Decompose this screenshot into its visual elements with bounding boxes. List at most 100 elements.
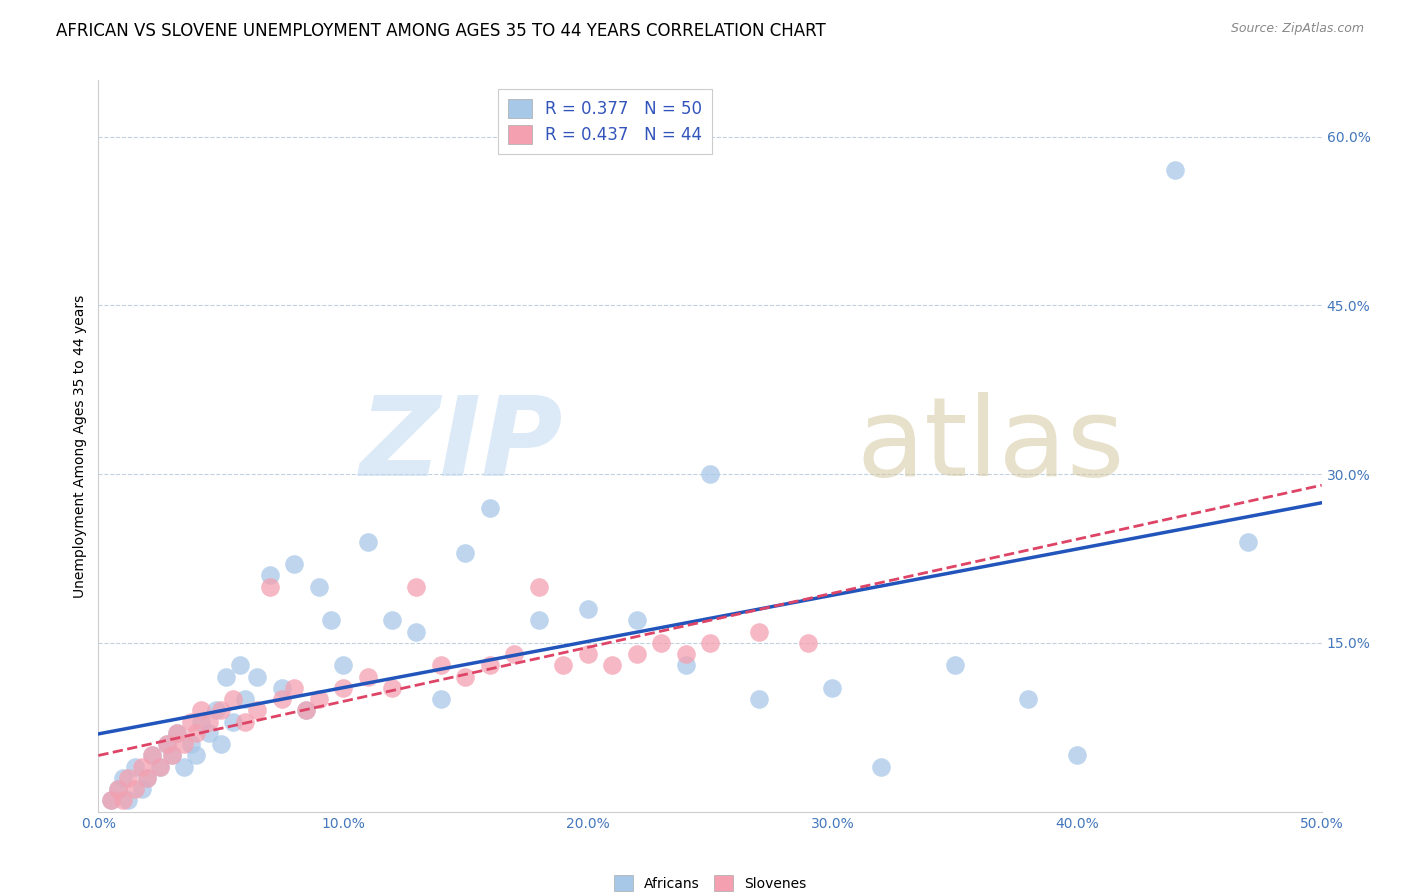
Point (124, 782, 146, 797)
Point (576, 647, 599, 661)
Point (160, 748, 183, 763)
Point (430, 658, 453, 673)
Point (650, 636, 672, 650)
Point (405, 580, 427, 594)
Point (173, 737, 195, 751)
Text: atlas: atlas (856, 392, 1125, 500)
Point (141, 748, 163, 763)
Point (186, 748, 208, 763)
Point (675, 658, 697, 673)
Point (295, 703, 318, 717)
Point (149, 760, 172, 774)
Point (131, 760, 153, 774)
Text: AFRICAN VS SLOVENE UNEMPLOYMENT AMONG AGES 35 TO 44 YEARS CORRELATION CHART: AFRICAN VS SLOVENE UNEMPLOYMENT AMONG AG… (56, 22, 825, 40)
Point (283, 557, 305, 571)
Point (205, 703, 228, 717)
Point (1017, 692, 1039, 706)
Point (1164, 163, 1187, 178)
Point (308, 580, 330, 594)
Point (527, 614, 550, 628)
Point (136, 771, 159, 785)
Point (117, 793, 139, 807)
Point (356, 670, 378, 684)
Point (270, 692, 294, 706)
Point (197, 714, 219, 729)
Point (748, 624, 770, 639)
Point (246, 670, 269, 684)
Point (160, 748, 183, 763)
Point (180, 714, 202, 729)
Point (166, 726, 188, 740)
Legend: Africans, Slovenes: Africans, Slovenes (607, 870, 813, 892)
Point (190, 703, 212, 717)
Point (209, 737, 232, 751)
Point (675, 647, 697, 661)
Point (356, 534, 378, 549)
Point (111, 771, 134, 785)
Point (180, 737, 202, 751)
Point (233, 692, 256, 706)
Point (270, 681, 294, 695)
Point (478, 500, 501, 515)
Point (107, 782, 129, 797)
Point (186, 726, 208, 740)
Y-axis label: Unemployment Among Ages 35 to 44 years: Unemployment Among Ages 35 to 44 years (73, 294, 87, 598)
Point (821, 681, 844, 695)
Point (478, 658, 501, 673)
Point (308, 692, 330, 706)
Point (699, 467, 721, 482)
Point (295, 703, 318, 717)
Point (1066, 748, 1088, 763)
Point (319, 614, 342, 628)
Point (870, 760, 893, 774)
Point (600, 658, 623, 673)
Point (209, 703, 232, 717)
Point (259, 568, 281, 582)
Point (943, 658, 966, 673)
Point (576, 602, 599, 616)
Point (156, 737, 179, 751)
Point (100, 793, 122, 807)
Point (222, 692, 245, 706)
Point (626, 614, 648, 628)
Point (405, 624, 427, 639)
Point (283, 681, 305, 695)
Text: Source: ZipAtlas.com: Source: ZipAtlas.com (1230, 22, 1364, 36)
Point (748, 692, 770, 706)
Point (117, 771, 139, 785)
Point (1237, 534, 1260, 549)
Point (454, 670, 477, 684)
Point (381, 681, 404, 695)
Point (332, 681, 354, 695)
Point (332, 658, 354, 673)
Point (229, 658, 252, 673)
Point (797, 636, 820, 650)
Point (259, 580, 281, 594)
Point (166, 726, 188, 740)
Point (190, 714, 212, 729)
Point (124, 760, 146, 774)
Point (100, 793, 122, 807)
Point (156, 737, 179, 751)
Text: ZIP: ZIP (360, 392, 564, 500)
Point (553, 658, 575, 673)
Point (173, 760, 195, 774)
Point (626, 647, 648, 661)
Point (222, 714, 245, 729)
Point (503, 647, 526, 661)
Point (197, 726, 219, 740)
Point (454, 546, 477, 560)
Point (141, 748, 163, 763)
Point (136, 771, 159, 785)
Point (381, 614, 404, 628)
Point (131, 782, 153, 797)
Point (246, 703, 269, 717)
Point (111, 793, 134, 807)
Point (214, 670, 236, 684)
Point (233, 714, 256, 729)
Point (527, 580, 550, 594)
Point (149, 760, 172, 774)
Point (430, 692, 453, 706)
Point (699, 636, 721, 650)
Point (107, 782, 129, 797)
